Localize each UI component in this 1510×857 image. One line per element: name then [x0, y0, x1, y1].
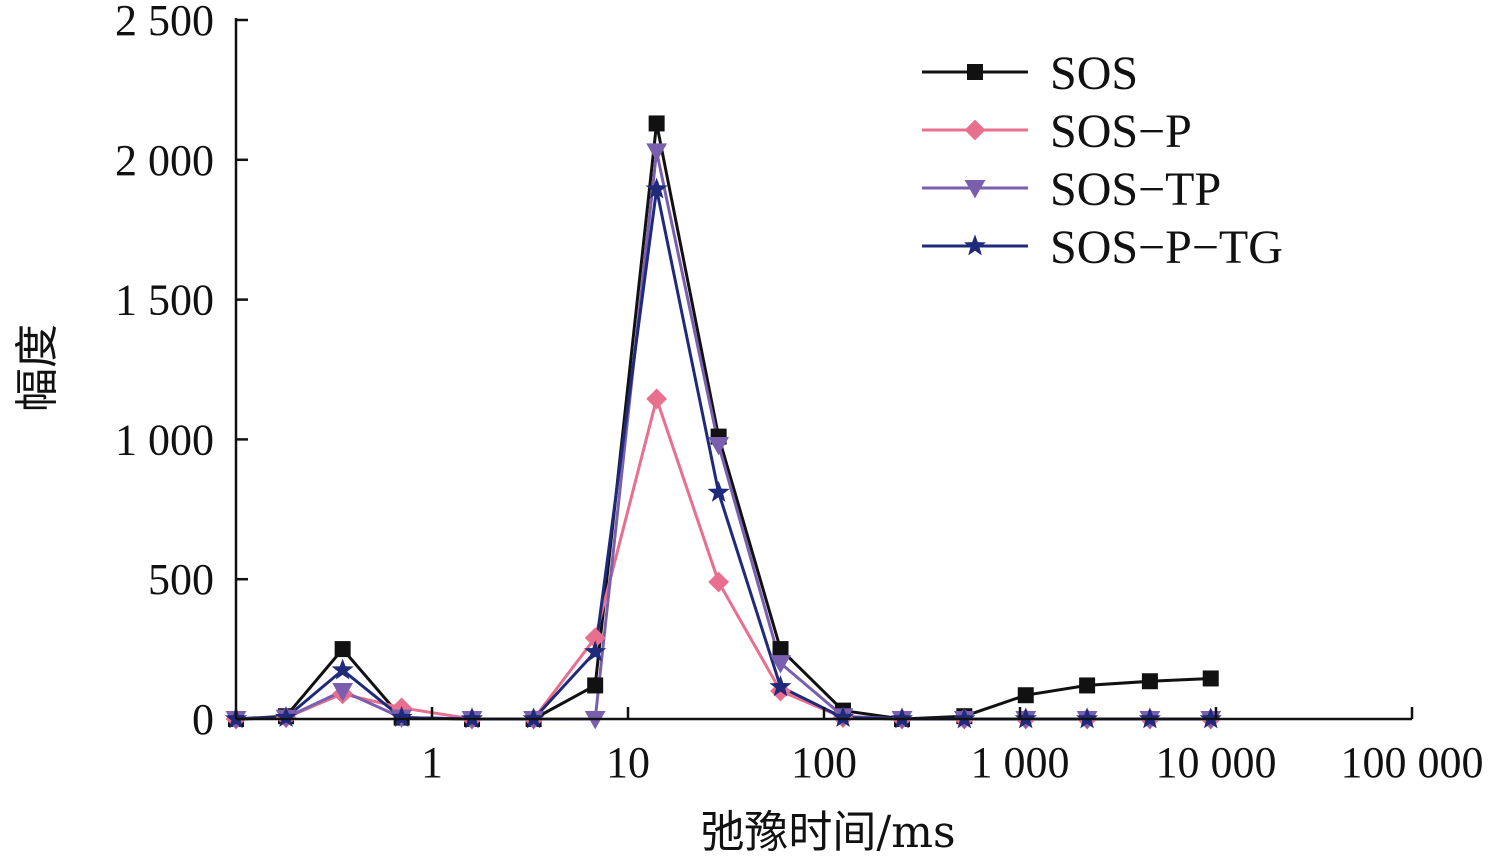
data-point-sos-p-tg [331, 658, 354, 680]
data-point-sos-tp [770, 655, 791, 674]
y-tick-label: 1 000 [115, 415, 214, 464]
data-point-sos-p-tg [584, 640, 607, 662]
legend-marker-sos-tp [964, 180, 986, 199]
data-point-sos [1017, 687, 1034, 704]
x-tick-label: 100 000 [1341, 738, 1484, 787]
y-tick-label: 2 000 [115, 136, 214, 185]
y-tick-label: 1 500 [115, 276, 214, 325]
legend-marker-sos-p [964, 119, 986, 141]
data-point-sos [1079, 677, 1096, 694]
legend-marker-sos-p-tg [964, 234, 986, 256]
y-axis-title: 幅度 [12, 324, 63, 412]
data-point-sos-p-tg [275, 706, 298, 727]
y-tick-label: 0 [192, 695, 214, 744]
data-point-sos-p [646, 388, 668, 410]
data-point-sos-p [708, 571, 730, 593]
x-ticks: 1 10 100 1 000 10 000 100 000 [421, 707, 1484, 787]
legend-label-sos-tp: SOS−TP [1050, 163, 1221, 216]
legend-label-sos: SOS [1050, 47, 1138, 100]
data-point-sos [648, 115, 665, 132]
data-point-sos [772, 641, 789, 658]
data-point-sos-tp [708, 436, 730, 456]
data-point-sos-p-tg [645, 177, 668, 199]
data-point-sos-p-tg [707, 480, 730, 502]
legend-marker-sos [967, 64, 983, 80]
y-tick-label: 500 [148, 555, 214, 604]
data-point-sos-p [584, 627, 606, 649]
data-point-sos-p-tg [769, 675, 792, 697]
x-tick-label: 100 [791, 738, 857, 787]
x-axis-title: 弛豫时间/ms [700, 807, 955, 857]
data-point-sos [1141, 673, 1158, 690]
data-point-sos-p-tg [832, 706, 854, 727]
y-tick-label: 2 500 [115, 0, 214, 45]
axes [234, 18, 1412, 721]
data-point-sos-p-tg [390, 706, 413, 727]
data-point-sos-tp [332, 683, 354, 702]
data-point-sos [1202, 670, 1219, 687]
x-tick-label: 1 [421, 738, 443, 787]
data-point-sos-tp [646, 143, 668, 162]
x-tick-label: 1 000 [971, 738, 1070, 787]
x-tick-label: 10 000 [1156, 738, 1277, 787]
y-ticks: 0 500 1 000 1 500 2 000 2 500 [115, 0, 248, 744]
legend-label-sos-p: SOS−P [1050, 105, 1192, 158]
data-point-sos [334, 641, 351, 658]
data-point-sos [587, 677, 604, 694]
legend-label-sos-p-tg: SOS−P−TG [1050, 221, 1283, 274]
x-tick-label: 10 [606, 738, 650, 787]
